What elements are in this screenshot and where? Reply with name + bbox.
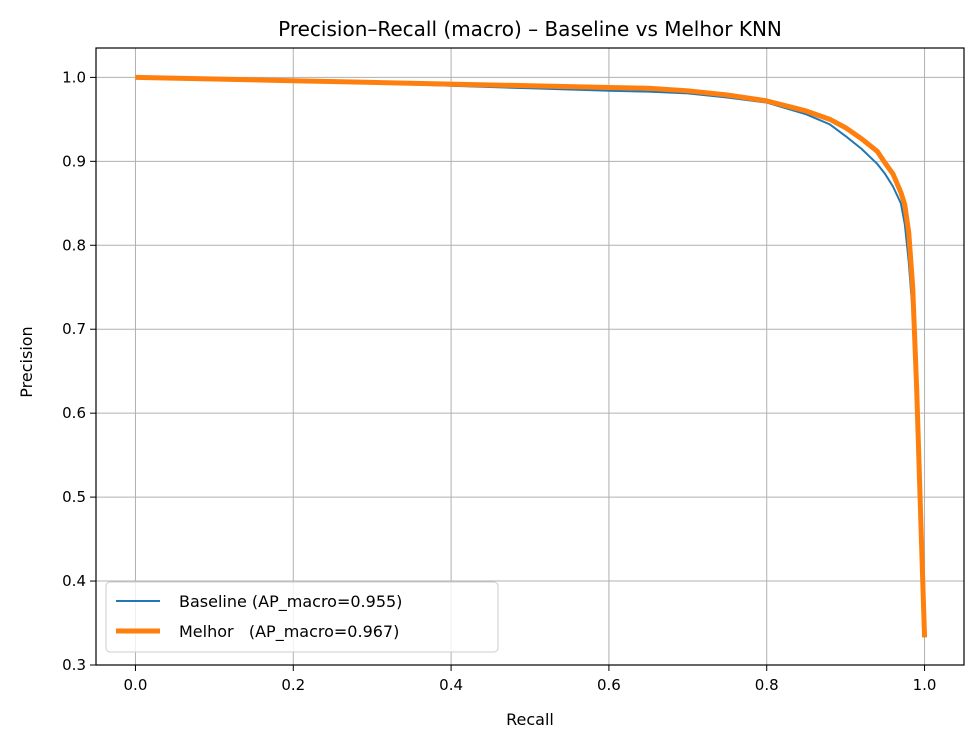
y-tick-label: 0.7 (62, 320, 86, 338)
x-tick-label: 0.4 (439, 676, 463, 694)
legend-label-melhor: Melhor (AP_macro=0.967) (179, 622, 399, 642)
x-tick-label: 0.8 (755, 676, 779, 694)
y-tick-label: 0.9 (62, 152, 86, 170)
series-line-1 (135, 74, 928, 638)
y-tick-label: 0.4 (62, 572, 86, 590)
x-tick-label: 0.6 (597, 676, 621, 694)
chart-title: Precision–Recall (macro) – Baseline vs M… (278, 17, 782, 41)
plot-frame (95, 47, 965, 666)
legend-box (105, 581, 499, 653)
x-tick-label: 0.2 (281, 676, 305, 694)
y-tick-label: 0.8 (62, 236, 86, 254)
x-tick-label: 0.0 (124, 676, 148, 694)
series-lines (135, 74, 928, 638)
y-tick-label: 0.3 (62, 656, 86, 674)
y-tick-label: 0.5 (62, 488, 86, 506)
y-tick-label: 1.0 (62, 68, 86, 86)
x-tick-label: 1.0 (913, 676, 937, 694)
y-tick-label: 0.6 (62, 404, 86, 422)
x-axis-label: Recall (506, 710, 554, 729)
grid (96, 48, 964, 666)
legend-label-baseline: Baseline (AP_macro=0.955) (179, 592, 402, 612)
legend: Baseline (AP_macro=0.955) Melhor (AP_mac… (105, 581, 499, 653)
axis-ticks: 0.0 0.2 0.4 0.6 0.8 1.0 0.3 0.4 0.5 0.6 0.7 0.8 0.9 1… (62, 68, 936, 694)
y-axis-label: Precision (17, 326, 36, 397)
